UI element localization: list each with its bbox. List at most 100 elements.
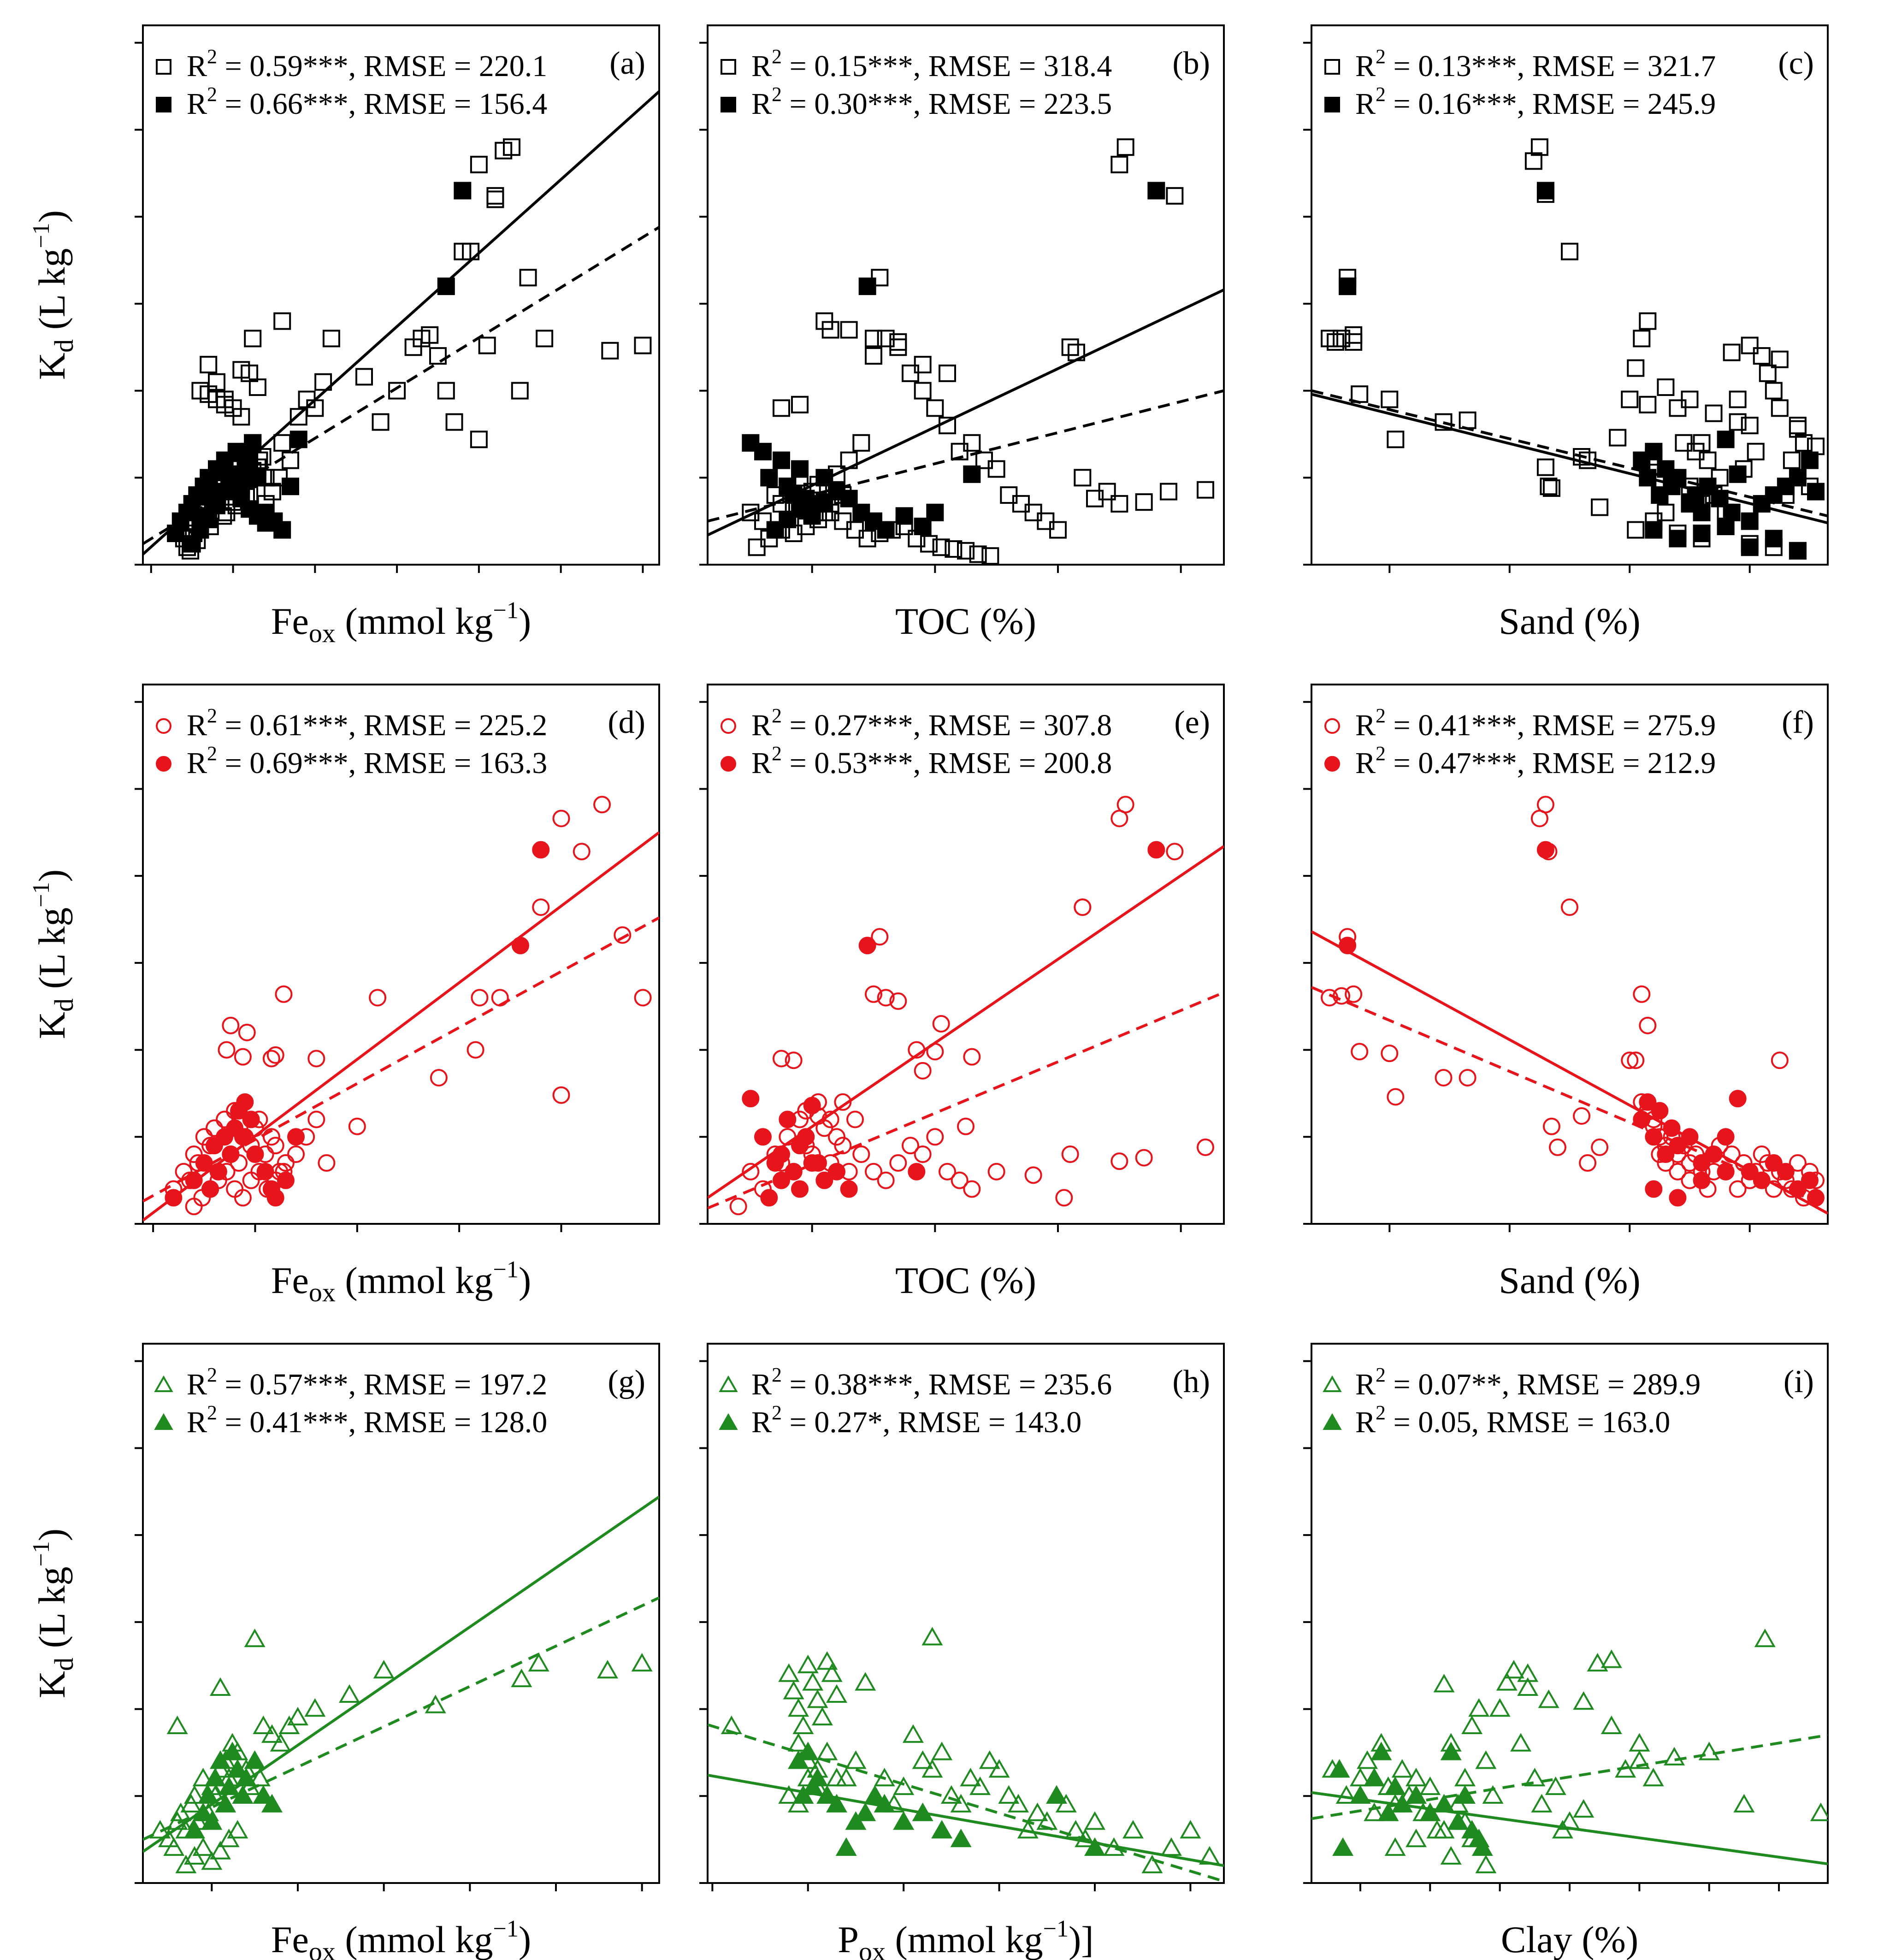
filled-point: [1717, 1128, 1735, 1146]
legend-entry: R2 = 0.13***, RMSE = 321.7: [1355, 45, 1716, 83]
panel-c: Sand (%) R2 = 0.13***, RMSE = 321.7R2 = 0…: [1303, 24, 1829, 642]
open-point: [1110, 1152, 1128, 1170]
open-point: [486, 190, 504, 208]
open-point: [1387, 431, 1405, 449]
open-point: [262, 1050, 280, 1068]
filled-point: [1645, 521, 1663, 539]
open-point: [939, 1163, 956, 1181]
open-point: [729, 1198, 747, 1216]
open-point: [865, 1163, 882, 1181]
open-point: [1621, 390, 1639, 408]
plot-frame: [142, 24, 660, 566]
open-point: [1482, 1785, 1504, 1804]
filled-point: [926, 503, 944, 521]
open-point: [1642, 1767, 1664, 1787]
legend-entry: R2 = 0.47***, RMSE = 212.9: [1355, 742, 1716, 780]
open-point: [816, 1742, 838, 1760]
open-point: [821, 1663, 843, 1682]
filled-point: [1651, 1102, 1669, 1120]
open-point: [1461, 1715, 1483, 1734]
open-point: [1135, 493, 1153, 511]
open-point: [1110, 155, 1128, 173]
open-point: [871, 928, 889, 946]
filled-point: [1801, 451, 1819, 469]
open-point: [421, 326, 439, 344]
open-point: [348, 1117, 366, 1135]
open-point: [1741, 337, 1759, 354]
filled-point: [1729, 1090, 1747, 1108]
filled-point: [1339, 277, 1357, 295]
fit-line-dashed: [1311, 986, 1828, 1208]
open-point: [926, 1128, 944, 1146]
filled-point: [1084, 1837, 1105, 1856]
open-point: [788, 1698, 809, 1717]
filled-point: [877, 521, 895, 539]
plot-frame: [707, 684, 1225, 1225]
open-point: [1561, 898, 1578, 916]
open-point: [1669, 1163, 1687, 1181]
legend-marker: [156, 718, 171, 734]
data-layer: [708, 796, 1224, 1216]
open-point: [797, 1654, 819, 1673]
data-layer: [708, 1627, 1224, 1883]
open-point: [200, 355, 218, 373]
x-axis-title: Feox (mmol kg−1): [271, 1916, 531, 1960]
open-point: [1771, 1051, 1789, 1069]
plot-frame: [707, 1343, 1225, 1884]
open-point: [821, 321, 839, 339]
open-point: [1116, 138, 1134, 156]
legend-marker: [1324, 756, 1340, 772]
open-point: [1384, 1837, 1406, 1856]
legend-entry: R2 = 0.27*, RMSE = 143.0: [751, 1401, 1081, 1439]
legend-entry: R2 = 0.59***, RMSE = 220.1: [187, 45, 547, 83]
open-point: [902, 1137, 919, 1155]
legend-entry: R2 = 0.27***, RMSE = 307.8: [751, 704, 1112, 742]
filled-point: [828, 1163, 845, 1181]
open-point: [1435, 1069, 1453, 1086]
open-point: [277, 1154, 295, 1172]
open-point: [1741, 417, 1759, 435]
filled-point: [754, 1128, 772, 1146]
filled-point: [1440, 1742, 1462, 1760]
open-point: [166, 1715, 188, 1734]
open-point: [1327, 333, 1345, 351]
open-point: [828, 1128, 845, 1146]
open-point: [1345, 333, 1363, 351]
filled-point: [791, 460, 809, 478]
open-point: [1627, 359, 1645, 377]
open-point: [1573, 1107, 1591, 1125]
open-point: [1122, 1820, 1144, 1839]
open-point: [528, 1653, 549, 1672]
open-point: [1579, 1154, 1597, 1172]
open-point: [249, 1767, 271, 1787]
open-point: [783, 1681, 804, 1700]
legend-entry: R2 = 0.41***, RMSE = 275.9: [1355, 704, 1716, 742]
filled-point: [1741, 538, 1759, 556]
open-point: [1065, 1820, 1087, 1839]
open-point: [218, 1041, 236, 1059]
filled-point: [742, 1090, 760, 1108]
filled-point: [895, 507, 913, 525]
open-point: [322, 330, 340, 348]
filled-point: [1717, 431, 1735, 449]
legend-entry: R2 = 0.16***, RMSE = 245.9: [1355, 83, 1716, 121]
open-point: [1419, 1776, 1441, 1795]
filled-point: [858, 277, 876, 295]
open-point: [552, 1086, 570, 1104]
filled-point: [950, 1829, 972, 1848]
legend-entry: R2 = 0.05, RMSE = 163.0: [1355, 1401, 1670, 1439]
open-point: [307, 1050, 325, 1068]
legend-marker: [719, 1375, 738, 1392]
filled-point: [840, 1180, 858, 1198]
open-point: [921, 1627, 943, 1646]
open-point: [511, 382, 529, 400]
open-point: [467, 1041, 484, 1059]
legend-entry: R2 = 0.30***, RMSE = 223.5: [751, 83, 1112, 121]
open-point: [979, 1750, 1000, 1769]
open-point: [1629, 1750, 1650, 1769]
plot-frame: [1311, 684, 1829, 1225]
open-point: [963, 434, 981, 452]
open-point: [373, 1659, 395, 1679]
open-point: [998, 1785, 1020, 1804]
open-point: [1391, 1759, 1413, 1778]
